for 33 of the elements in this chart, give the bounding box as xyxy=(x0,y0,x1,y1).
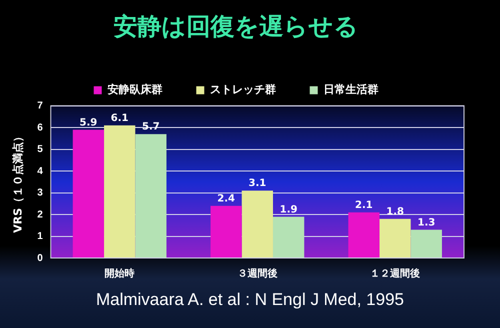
y-tick-label: 2 xyxy=(37,209,44,220)
data-label: 2.4 xyxy=(217,193,236,204)
y-tick-label: 4 xyxy=(37,166,44,177)
y-axis-title: VRS（１０点満点） xyxy=(11,130,24,233)
data-label: 1.3 xyxy=(417,217,436,228)
legend-label: ストレッチ群 xyxy=(210,83,276,96)
bar xyxy=(272,216,304,258)
bar xyxy=(135,134,166,258)
bar xyxy=(380,218,411,258)
bar xyxy=(410,230,442,258)
data-label: 3.1 xyxy=(248,178,266,190)
y-tick-label: 7 xyxy=(37,100,44,112)
data-label: 6.1 xyxy=(110,112,129,124)
y-tick-label: 1 xyxy=(37,231,44,242)
x-tick-label: 開始時 xyxy=(104,268,135,280)
y-tick-label: 6 xyxy=(37,122,44,134)
legend-label: 安静臥床群 xyxy=(107,83,162,96)
bar xyxy=(348,212,380,258)
data-label: 5.9 xyxy=(80,117,98,128)
y-tick-label: 5 xyxy=(37,144,44,156)
y-tick-label: 3 xyxy=(37,188,44,199)
x-tick-label: ３週間後 xyxy=(237,268,278,280)
bar xyxy=(210,206,242,258)
text: Malmivaara A. et al : N Engl J Med, 1995 xyxy=(94,290,406,310)
x-tick-label: １２週間後 xyxy=(370,268,420,280)
bar xyxy=(242,190,273,258)
legend-label: 日常生活群 xyxy=(323,83,378,96)
bar xyxy=(104,125,136,258)
data-label: 1.9 xyxy=(280,204,298,216)
data-label: 2.1 xyxy=(355,200,373,211)
chart-title: 安静は回復を遅らせる xyxy=(114,12,358,41)
y-tick-label: 0 xyxy=(37,252,44,264)
bar xyxy=(72,130,104,258)
